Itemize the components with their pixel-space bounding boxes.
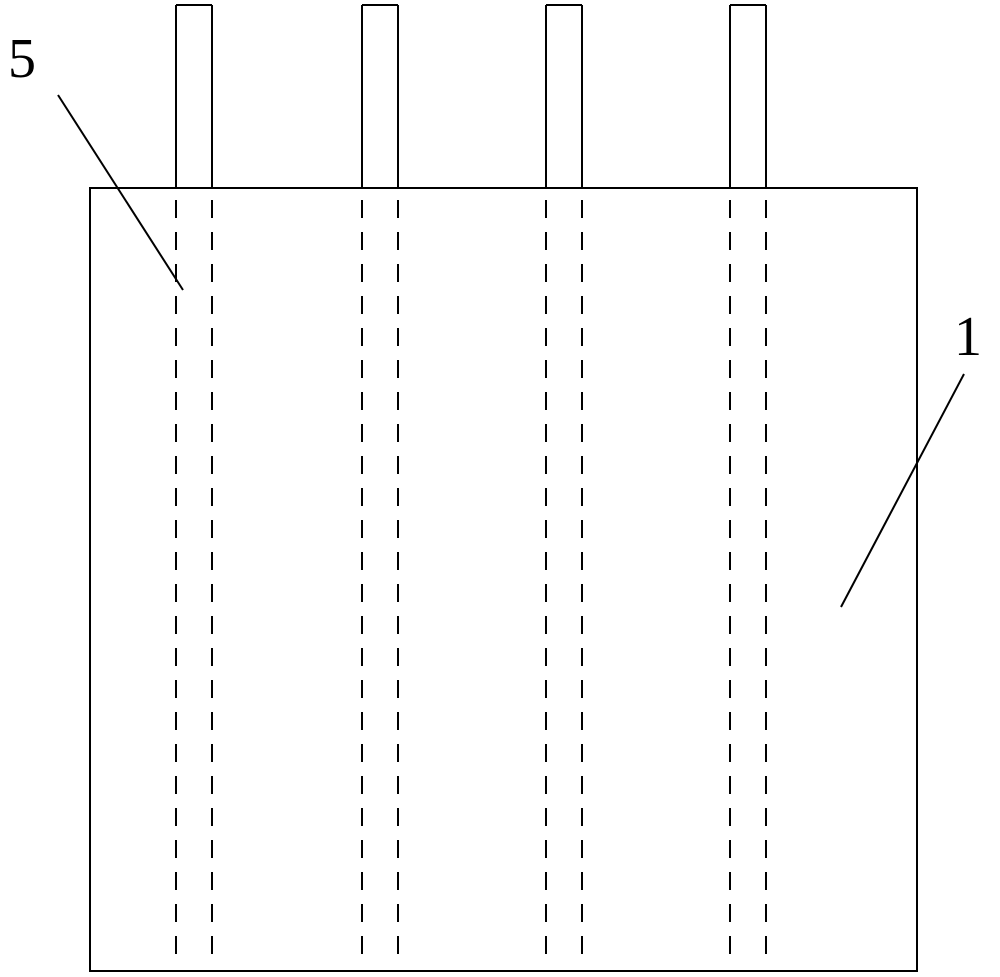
callout-label-1: 1 [954,305,982,369]
callout-label-5: 5 [8,27,36,91]
engineering-diagram [0,0,1000,977]
